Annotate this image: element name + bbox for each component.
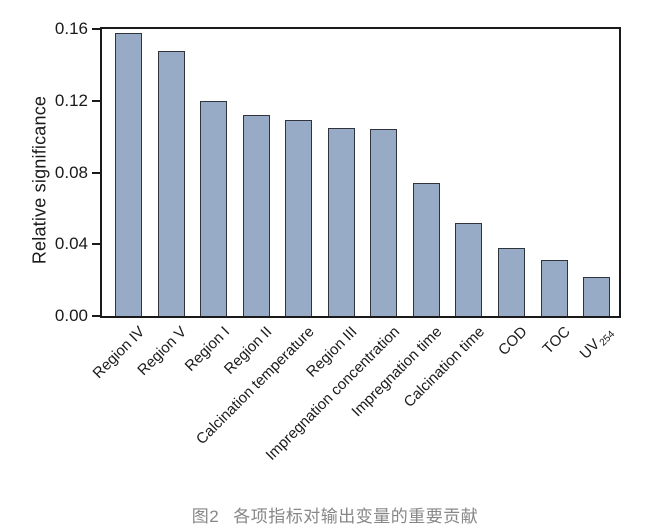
y-tick-label: 0.08: [54, 162, 88, 182]
x-tick-label: UV254: [576, 328, 618, 363]
bar-region-iv: [115, 32, 142, 316]
y-tick-mark: [92, 315, 100, 317]
x-tick-label: COD: [495, 323, 531, 359]
y-tick-label: 0.16: [54, 19, 88, 38]
x-tick-label: Region IV: [89, 323, 148, 382]
bar-calcination-time: [455, 222, 483, 316]
x-tick-label: TOC: [539, 323, 574, 358]
bar-region-v: [157, 50, 185, 316]
y-tick-label: 0.00: [54, 306, 88, 325]
bar-region-iii: [327, 127, 355, 316]
figure-caption: 图2 各项指标对输出变量的重要贡献: [0, 502, 670, 527]
caption-text: 各项指标对输出变量的重要贡献: [233, 507, 479, 526]
x-tick-label-subscript: 254: [597, 328, 618, 349]
bar-chart: Relative significance 0.00 0.04 0.08 0.12 0.…: [30, 20, 621, 464]
y-tick-label: 0.12: [54, 90, 88, 110]
bar-impregnation-concentration: [370, 129, 398, 316]
bar-toc: [540, 260, 568, 316]
bar-uv254: [583, 276, 611, 316]
bar-cod: [497, 247, 525, 316]
bar-impregnation-time: [412, 183, 440, 316]
y-tick-label: 0.04: [54, 234, 88, 254]
plot-area: 0.00 0.04 0.08 0.12 0.16 Region IV Region V Re…: [55, 20, 621, 464]
caption-figure-number: 图2: [191, 507, 220, 526]
y-tick-mark: [92, 99, 100, 102]
bar-calcination-temperature: [285, 120, 313, 316]
bar-region-ii: [242, 115, 270, 316]
y-tick-mark: [92, 28, 100, 30]
y-tick-mark: [92, 243, 100, 246]
x-tick-label: Calcination time: [400, 323, 489, 411]
bar-region-i: [200, 100, 228, 316]
y-tick-mark: [92, 171, 100, 174]
